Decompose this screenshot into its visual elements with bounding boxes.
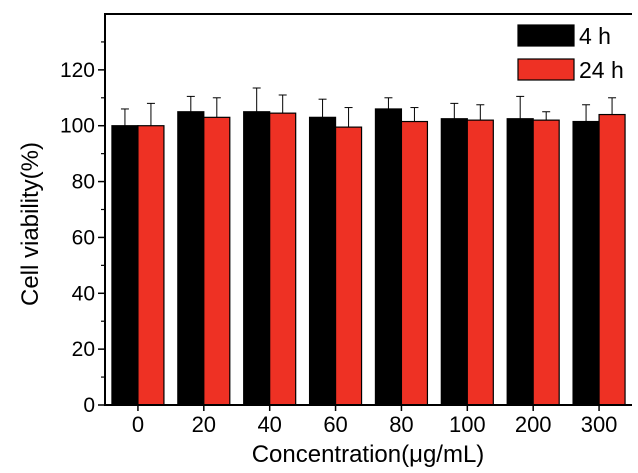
bar	[506, 118, 534, 406]
x-tick-label: 20	[192, 412, 216, 437]
bar	[440, 118, 468, 406]
x-tick-label: 0	[132, 412, 144, 437]
bar	[203, 116, 231, 406]
legend: 4 h 24 h	[517, 23, 624, 83]
bar	[269, 112, 297, 406]
bar	[177, 111, 205, 406]
bar	[466, 119, 494, 406]
x-axis-title: Concentration(μg/mL)	[252, 441, 485, 468]
bar	[532, 119, 560, 406]
legend-swatch	[517, 24, 575, 47]
y-tick-label: 80	[72, 171, 95, 194]
bar	[111, 125, 139, 406]
x-tick-label: 60	[323, 412, 347, 437]
y-tick-label: 100	[60, 115, 95, 138]
legend-label: 24 h	[579, 57, 624, 83]
legend-label: 4 h	[579, 23, 611, 49]
x-tick-label: 200	[515, 412, 552, 437]
bar	[374, 108, 403, 406]
chart-axes: 0 20 40 60 80 100 200 300 0 20 40 60 80 100 120	[60, 13, 632, 437]
legend-swatch	[517, 58, 575, 81]
y-tick-label: 60	[72, 226, 95, 249]
bar	[243, 111, 271, 406]
bar	[308, 116, 337, 406]
x-tick-label: 300	[581, 412, 618, 437]
bar	[572, 120, 600, 406]
chart-marks	[111, 87, 626, 406]
y-tick-label: 20	[72, 338, 95, 361]
x-tick-label: 80	[389, 412, 413, 437]
bar	[334, 126, 363, 406]
y-tick-label: 40	[72, 282, 95, 305]
x-tick-label: 100	[449, 412, 486, 437]
y-tick-label: 120	[60, 59, 95, 82]
y-tick-label: 0	[83, 394, 95, 417]
bar	[598, 113, 626, 406]
bar	[400, 120, 429, 406]
x-tick-label: 40	[257, 412, 281, 437]
y-axis-title: Cell viability(%)	[17, 142, 44, 306]
bar	[137, 125, 165, 406]
